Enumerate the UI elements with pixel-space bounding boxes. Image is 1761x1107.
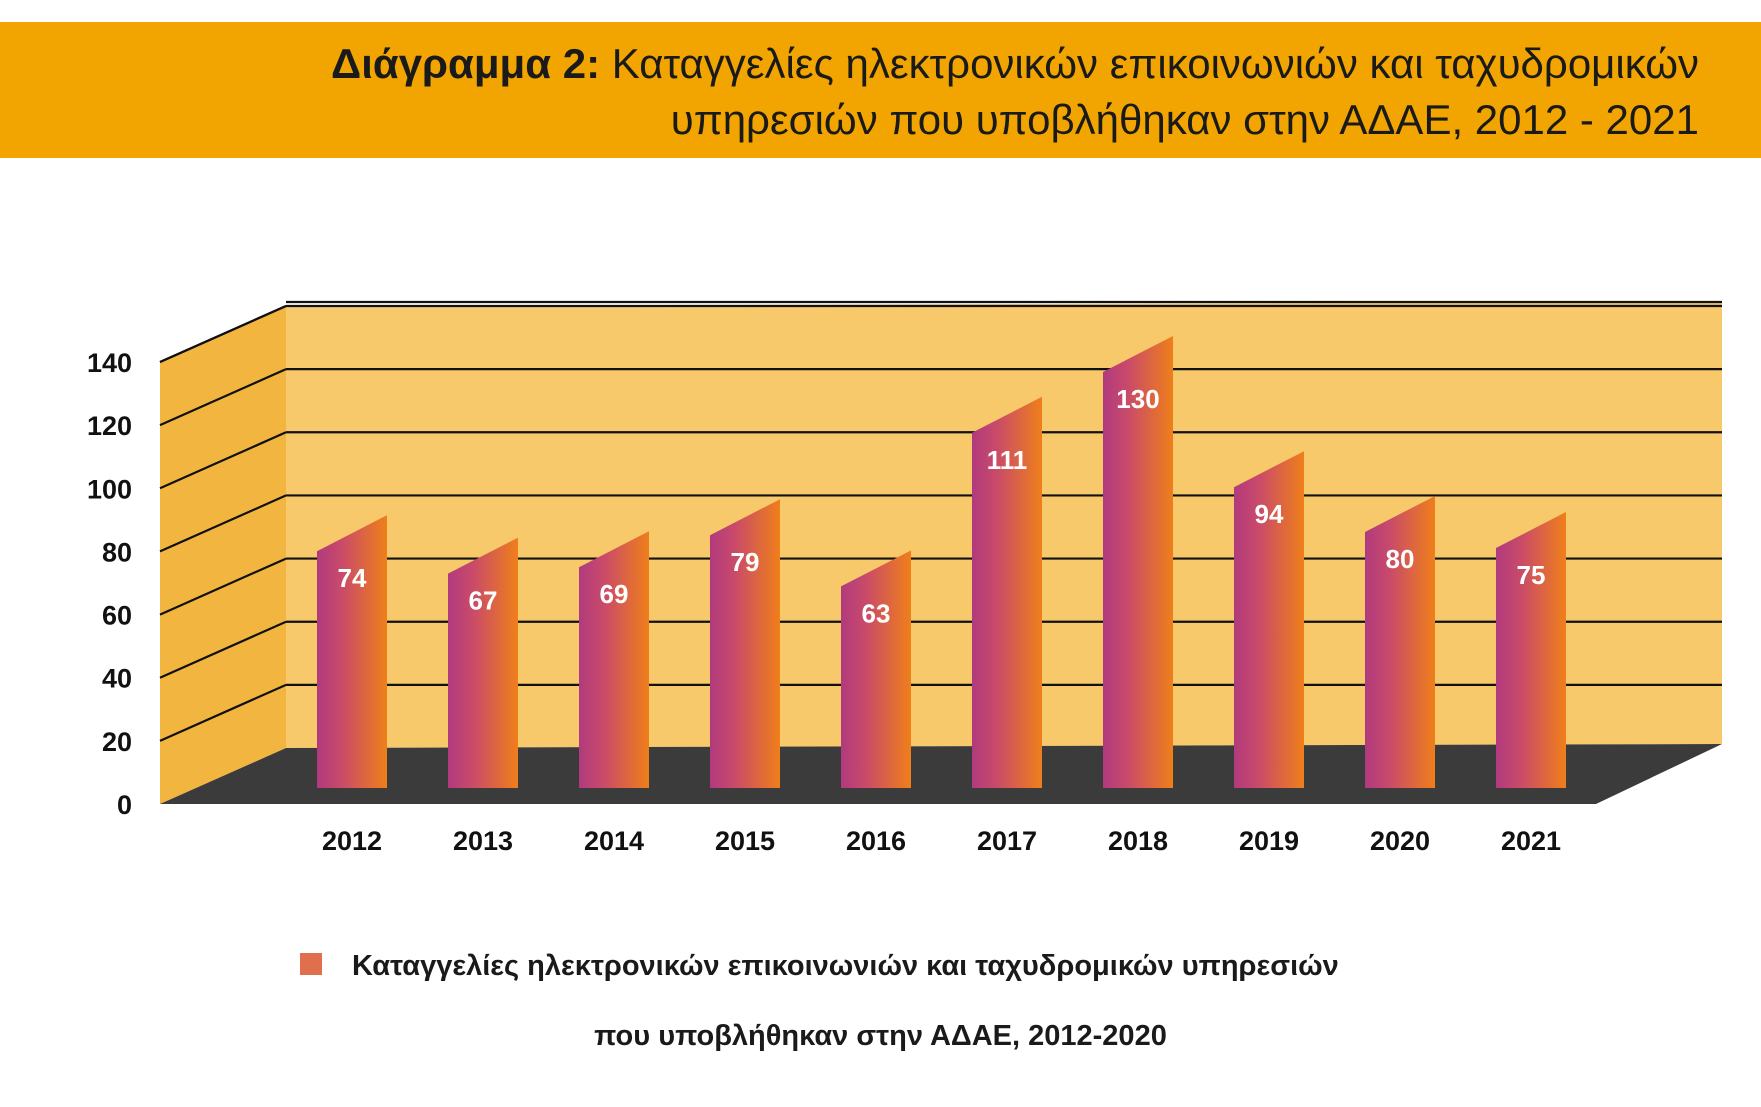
y-axis-ticks: 0 20 40 60 80 100 120 140: [87, 348, 132, 820]
gridline-side: [159, 368, 287, 427]
bar-value-label: 63: [862, 598, 891, 628]
gridline-side: [159, 620, 287, 679]
y-tick-label: 40: [102, 664, 132, 694]
legend-label-line1: Καταγγελίες ηλεκτρονικών επικοινωνιών κα…: [352, 950, 1339, 982]
y-tick-label: 80: [102, 537, 132, 567]
chart-title-prefix: Διάγραμμα 2:: [331, 40, 601, 87]
y-tick-label: 120: [87, 411, 132, 441]
x-tick-label: 2019: [1239, 826, 1299, 856]
bar-2018: [1103, 336, 1173, 788]
x-tick-label: 2017: [977, 826, 1037, 856]
bar-2020: [1365, 496, 1435, 788]
bar-value-label: 74: [338, 563, 367, 593]
gridline-side: [159, 683, 287, 742]
bar-2017: [972, 396, 1042, 788]
chart-side-wall: [160, 306, 286, 804]
chart-title-text: Καταγγελίες ηλεκτρονικών επικοινωνιών κα…: [611, 40, 1699, 87]
chart-floor: [160, 744, 1722, 804]
bar-2021: [1496, 512, 1566, 788]
x-tick-label: 2012: [322, 826, 382, 856]
x-tick-label: 2018: [1108, 826, 1168, 856]
y-tick-label: 0: [117, 790, 132, 820]
y-tick-label: 140: [87, 348, 132, 378]
bar-2013: [448, 537, 518, 788]
x-tick-label: 2020: [1370, 826, 1430, 856]
y-tick-label: 100: [87, 474, 132, 504]
x-tick-label: 2021: [1501, 826, 1561, 856]
bar-value-label: 79: [731, 547, 760, 577]
bar-value-label: 67: [469, 586, 498, 616]
x-tick-label: 2013: [453, 826, 513, 856]
chart-title-line2: υπηρεσιών που υποβλήθηκαν στην ΑΔΑΕ, 201…: [670, 96, 1699, 143]
bar-value-label: 80: [1386, 544, 1415, 574]
bar-value-label: 75: [1517, 560, 1546, 590]
bar-2016: [841, 550, 911, 788]
legend-label-line2: που υποβλήθηκαν στην ΑΔΑΕ, 2012-2020: [594, 1020, 1167, 1052]
gridline-side: [159, 557, 287, 616]
x-tick-label: 2014: [584, 826, 644, 856]
bar-value-label: 130: [1116, 384, 1159, 414]
bar-2019: [1234, 451, 1304, 788]
legend-row-1: Καταγγελίες ηλεκτρονικών επικοινωνιών κα…: [300, 948, 1339, 984]
bar-value-label: 69: [600, 579, 629, 609]
bar-value-label: 94: [1255, 499, 1284, 529]
gridline-side: [159, 494, 287, 553]
legend-swatch: [300, 953, 322, 976]
chart-title-line1: Διάγραμμα 2: Καταγγελίες ηλεκτρονικών επ…: [0, 36, 1699, 92]
gridline-top-side: [159, 304, 287, 364]
x-tick-label: 2016: [846, 826, 906, 856]
y-tick-label: 20: [102, 727, 132, 757]
bar-2012: [317, 515, 387, 788]
x-tick-label: 2015: [715, 826, 775, 856]
bars: 74 67 69 79 63 111 130 94 80 75: [317, 336, 1566, 788]
title-banner: Διάγραμμα 2: Καταγγελίες ηλεκτρονικών επ…: [0, 22, 1761, 158]
y-tick-label: 60: [102, 601, 132, 631]
x-axis-ticks: 2012 2013 2014 2015 2016 2017 2018 2019 2020 2021: [322, 826, 1561, 856]
bar-value-label: 111: [987, 445, 1028, 475]
bar-2015: [710, 499, 780, 788]
gridline-side: [159, 431, 287, 490]
bar-2014: [579, 531, 649, 788]
